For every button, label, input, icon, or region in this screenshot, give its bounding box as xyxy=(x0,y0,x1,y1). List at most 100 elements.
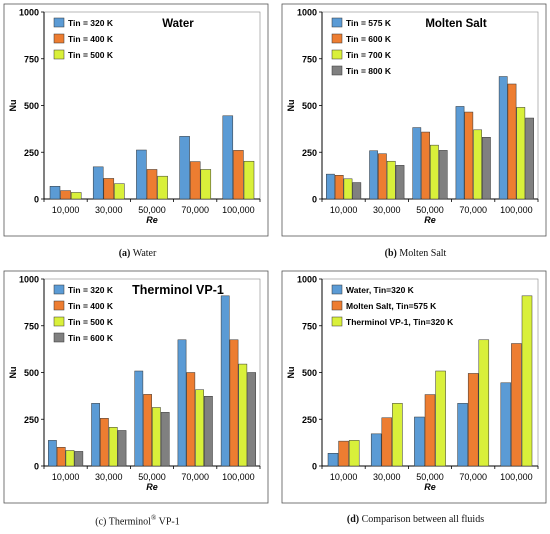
legend-label: Tin = 575 K xyxy=(346,18,392,28)
bar xyxy=(186,372,196,467)
bar xyxy=(464,111,474,200)
bar xyxy=(455,106,465,200)
chart-title: Therminol VP-1 xyxy=(132,283,224,297)
x-tick-label: 30,000 xyxy=(373,472,401,482)
x-axis-label: Re xyxy=(424,482,436,492)
caption-a-text: Water xyxy=(132,248,157,259)
bar xyxy=(136,149,147,200)
bar xyxy=(220,295,230,467)
x-tick-label: 10,000 xyxy=(52,472,80,482)
caption-c-sup: ® xyxy=(150,514,157,522)
x-axis-label: Re xyxy=(146,482,158,492)
x-tick-label: 50,000 xyxy=(416,205,444,215)
bar xyxy=(117,430,127,467)
bar xyxy=(160,412,170,467)
bar xyxy=(60,190,71,200)
bar xyxy=(179,136,190,200)
y-tick-label: 250 xyxy=(302,415,317,425)
legend-swatch xyxy=(53,17,65,28)
legend-swatch xyxy=(331,300,343,311)
bar xyxy=(352,182,362,200)
x-tick-label: 50,000 xyxy=(138,472,166,482)
bar xyxy=(108,427,118,467)
x-tick-label: 100,000 xyxy=(500,472,533,482)
bar xyxy=(392,403,403,467)
chart-svg: 0 250 500 750 1000 Nu 10,000 30,000 50,000 70,000… xyxy=(3,270,269,504)
x-tick-label: 70,000 xyxy=(459,205,487,215)
x-tick-label: 50,000 xyxy=(138,205,166,215)
legend-swatch xyxy=(53,33,65,44)
bar xyxy=(378,153,387,200)
bar xyxy=(56,447,66,467)
y-tick-label: 500 xyxy=(302,101,317,111)
x-tick-label: 70,000 xyxy=(181,205,209,215)
caption-c-label: (c) xyxy=(95,516,107,528)
y-tick-label: 1000 xyxy=(297,275,317,285)
y-tick-label: 0 xyxy=(34,195,39,205)
legend-label: Tin = 600 K xyxy=(346,34,392,44)
bar xyxy=(134,370,144,467)
bar xyxy=(521,295,533,467)
bar xyxy=(338,440,349,467)
x-axis-label: Re xyxy=(424,215,436,225)
bar xyxy=(247,372,256,467)
bar xyxy=(143,394,152,467)
caption-c-tail: VP-1 xyxy=(158,516,180,528)
legend-swatch xyxy=(53,316,65,327)
bar xyxy=(525,117,534,200)
y-axis-label: Nu xyxy=(286,367,296,379)
bar xyxy=(114,183,125,200)
legend-label: Tin = 700 K xyxy=(346,50,392,60)
chart-title: Water xyxy=(162,18,194,30)
caption-c: (c) Therminol® VP-1 xyxy=(0,514,275,527)
y-tick-label: 750 xyxy=(24,321,39,331)
bar xyxy=(424,394,436,467)
chart-water: 0 250 500 750 1000 Nu 10,000 30,000 50,000 70,000… xyxy=(0,0,272,240)
bar xyxy=(381,417,393,467)
legend-label: Tin = 500 K xyxy=(68,317,114,327)
chart-svg: 0 250 500 750 1000 Nu 10,000 30,000 50,000 70,000… xyxy=(281,270,547,504)
bar xyxy=(195,389,204,467)
bar xyxy=(421,131,430,200)
x-tick-label: 50,000 xyxy=(416,472,444,482)
legend-swatch xyxy=(331,17,343,28)
chart-svg: 0 250 500 750 1000 Nu 10,000 30,000 50,000 70,000… xyxy=(3,3,269,237)
bar xyxy=(435,370,446,467)
bar xyxy=(48,440,57,467)
bar xyxy=(92,166,104,200)
bar xyxy=(516,107,526,200)
chart-title: Molten Salt xyxy=(425,18,487,30)
legend-swatch xyxy=(331,65,343,76)
caption-a-label: (a) xyxy=(118,248,131,259)
bar xyxy=(243,160,255,200)
caption-d-text: Comparison between all fluids xyxy=(361,514,485,525)
y-tick-label: 0 xyxy=(312,462,317,472)
chart-molten-salt: 0 250 500 750 1000 Nu 10,000 30,000 50,000 70,000… xyxy=(278,0,550,240)
bar xyxy=(334,175,344,200)
x-tick-label: 100,000 xyxy=(222,205,255,215)
x-tick-label: 70,000 xyxy=(459,472,487,482)
legend-swatch xyxy=(53,332,65,343)
y-tick-label: 500 xyxy=(24,368,39,378)
y-axis-label: Nu xyxy=(8,367,18,379)
y-tick-label: 500 xyxy=(302,368,317,378)
bar xyxy=(91,403,100,467)
y-tick-label: 750 xyxy=(302,54,317,64)
y-tick-label: 750 xyxy=(302,321,317,331)
legend-swatch xyxy=(53,284,65,295)
legend-label: Tin = 400 K xyxy=(68,301,114,311)
bar xyxy=(229,339,239,467)
x-tick-label: 100,000 xyxy=(500,205,533,215)
legend-label: Tin = 320 K xyxy=(68,285,114,295)
chart-comparison: 0 250 500 750 1000 Nu 10,000 30,000 50,000 70,000… xyxy=(278,267,550,507)
x-tick-label: 100,000 xyxy=(222,472,255,482)
y-tick-label: 500 xyxy=(24,101,39,111)
x-tick-label: 10,000 xyxy=(330,205,358,215)
y-tick-label: 1000 xyxy=(19,8,39,18)
bar xyxy=(157,175,168,200)
y-tick-label: 250 xyxy=(302,148,317,158)
y-tick-label: 1000 xyxy=(297,8,317,18)
bar xyxy=(343,178,353,200)
x-axis-label: Re xyxy=(146,215,158,225)
y-tick-label: 0 xyxy=(34,462,39,472)
